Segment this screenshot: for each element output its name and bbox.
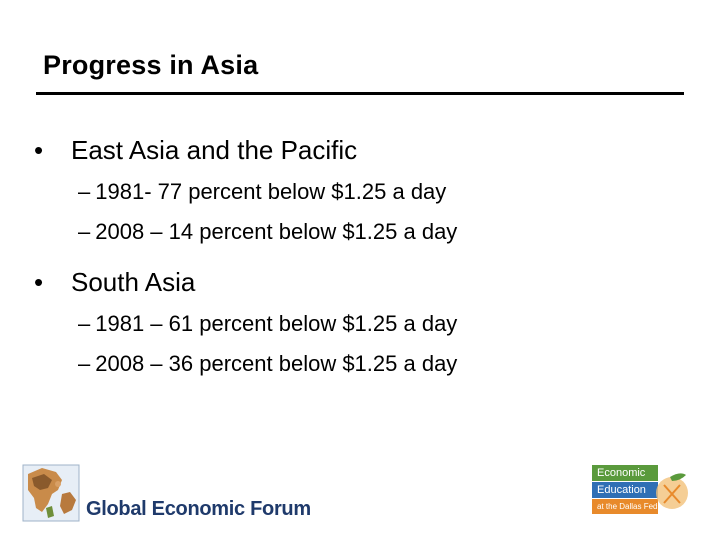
economic-education-logo: Economic Education at the Dallas Fed [590, 463, 690, 517]
logo-line: Economic [597, 467, 646, 479]
sub-marker: – [78, 179, 91, 204]
sub-marker: – [78, 311, 91, 336]
globe-icon [22, 464, 80, 522]
logo-line: at the Dallas Fed [597, 502, 658, 511]
bullet-list: • East Asia and the Pacific –1981- 77 pe… [34, 130, 684, 394]
sub-list: –1981 – 61 percent below $1.25 a day –20… [34, 304, 684, 384]
global-economic-forum-logo: Global Economic Forum [22, 464, 332, 526]
bullet-item: • East Asia and the Pacific [34, 130, 684, 170]
title-underline [36, 92, 684, 95]
sub-marker: – [78, 351, 91, 376]
bullet-marker: • [34, 135, 44, 165]
sub-item: –2008 – 36 percent below $1.25 a day [34, 344, 684, 384]
sub-text: 1981- 77 percent below $1.25 a day [95, 179, 447, 204]
economic-education-badge-icon [592, 465, 688, 514]
sub-list: –1981- 77 percent below $1.25 a day –200… [34, 172, 684, 252]
sub-item: –1981 – 61 percent below $1.25 a day [34, 304, 684, 344]
logo-line: Education [597, 484, 646, 496]
sub-marker: – [78, 219, 91, 244]
sub-text: 1981 – 61 percent below $1.25 a day [95, 311, 458, 336]
sub-text: 2008 – 14 percent below $1.25 a day [95, 219, 458, 244]
sub-item: –1981- 77 percent below $1.25 a day [34, 172, 684, 212]
bullet-marker: • [34, 267, 44, 297]
logo-text: Global Economic Forum [86, 498, 311, 520]
sub-item: –2008 – 14 percent below $1.25 a day [34, 212, 684, 252]
bullet-text: South Asia [71, 267, 196, 297]
sub-text: 2008 – 36 percent below $1.25 a day [95, 351, 458, 376]
bullet-text: East Asia and the Pacific [71, 135, 358, 165]
bullet-item: • South Asia [34, 262, 684, 302]
slide-title: Progress in Asia [43, 50, 259, 80]
